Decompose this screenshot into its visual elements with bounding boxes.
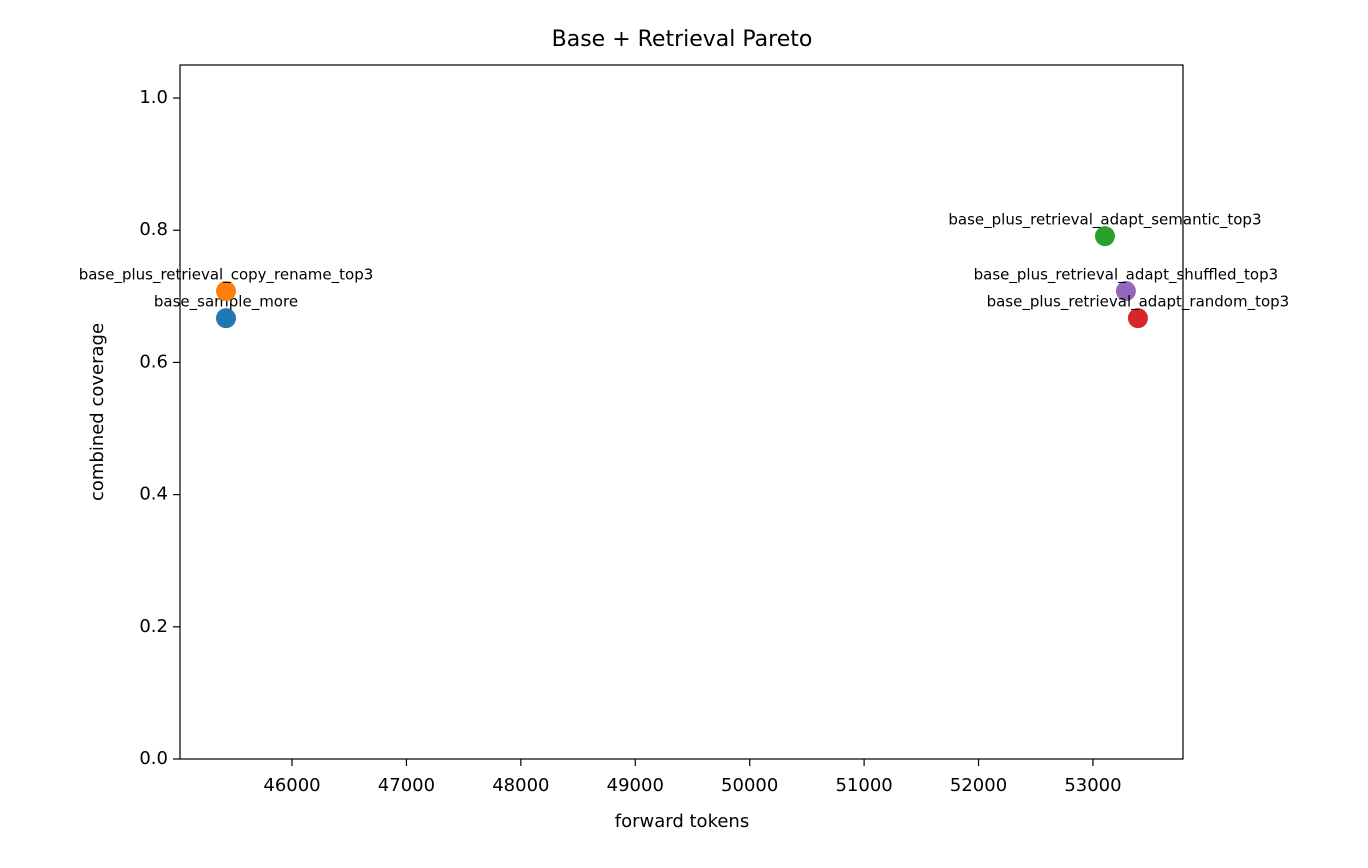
y-axis-label: combined coverage: [87, 323, 108, 501]
point-label: base_plus_retrieval_adapt_random_top3: [987, 293, 1290, 312]
point: [1094, 226, 1115, 247]
point: [215, 308, 236, 329]
point: [215, 281, 236, 302]
y-tick-label: 1.0: [139, 87, 168, 108]
x-tick-label: 53000: [1064, 775, 1121, 796]
point: [1115, 281, 1136, 302]
y-tick-label: 0.8: [139, 219, 168, 240]
x-tick-label: 50000: [721, 775, 778, 796]
y-tick-label: 0.4: [139, 484, 168, 505]
point: [1127, 308, 1148, 329]
x-tick-label: 49000: [607, 775, 664, 796]
chart-title: Base + Retrieval Pareto: [552, 27, 813, 52]
point-label: base_plus_retrieval_adapt_shuffled_top3: [974, 266, 1279, 285]
point-label: base_sample_more: [154, 293, 298, 312]
point-label: base_plus_retrieval_copy_rename_top3: [79, 266, 374, 285]
x-axis-label: forward tokens: [615, 811, 749, 832]
x-tick-label: 46000: [263, 775, 320, 796]
x-tick-label: 47000: [378, 775, 435, 796]
point-label: base_plus_retrieval_adapt_semantic_top3: [948, 211, 1261, 230]
y-tick-label: 0.0: [139, 748, 168, 769]
y-tick-label: 0.2: [139, 616, 168, 637]
y-tick-label: 0.6: [139, 351, 168, 372]
plot-frame: [179, 64, 1184, 760]
x-tick-label: 52000: [950, 775, 1007, 796]
x-tick-label: 48000: [492, 775, 549, 796]
x-tick-label: 51000: [835, 775, 892, 796]
